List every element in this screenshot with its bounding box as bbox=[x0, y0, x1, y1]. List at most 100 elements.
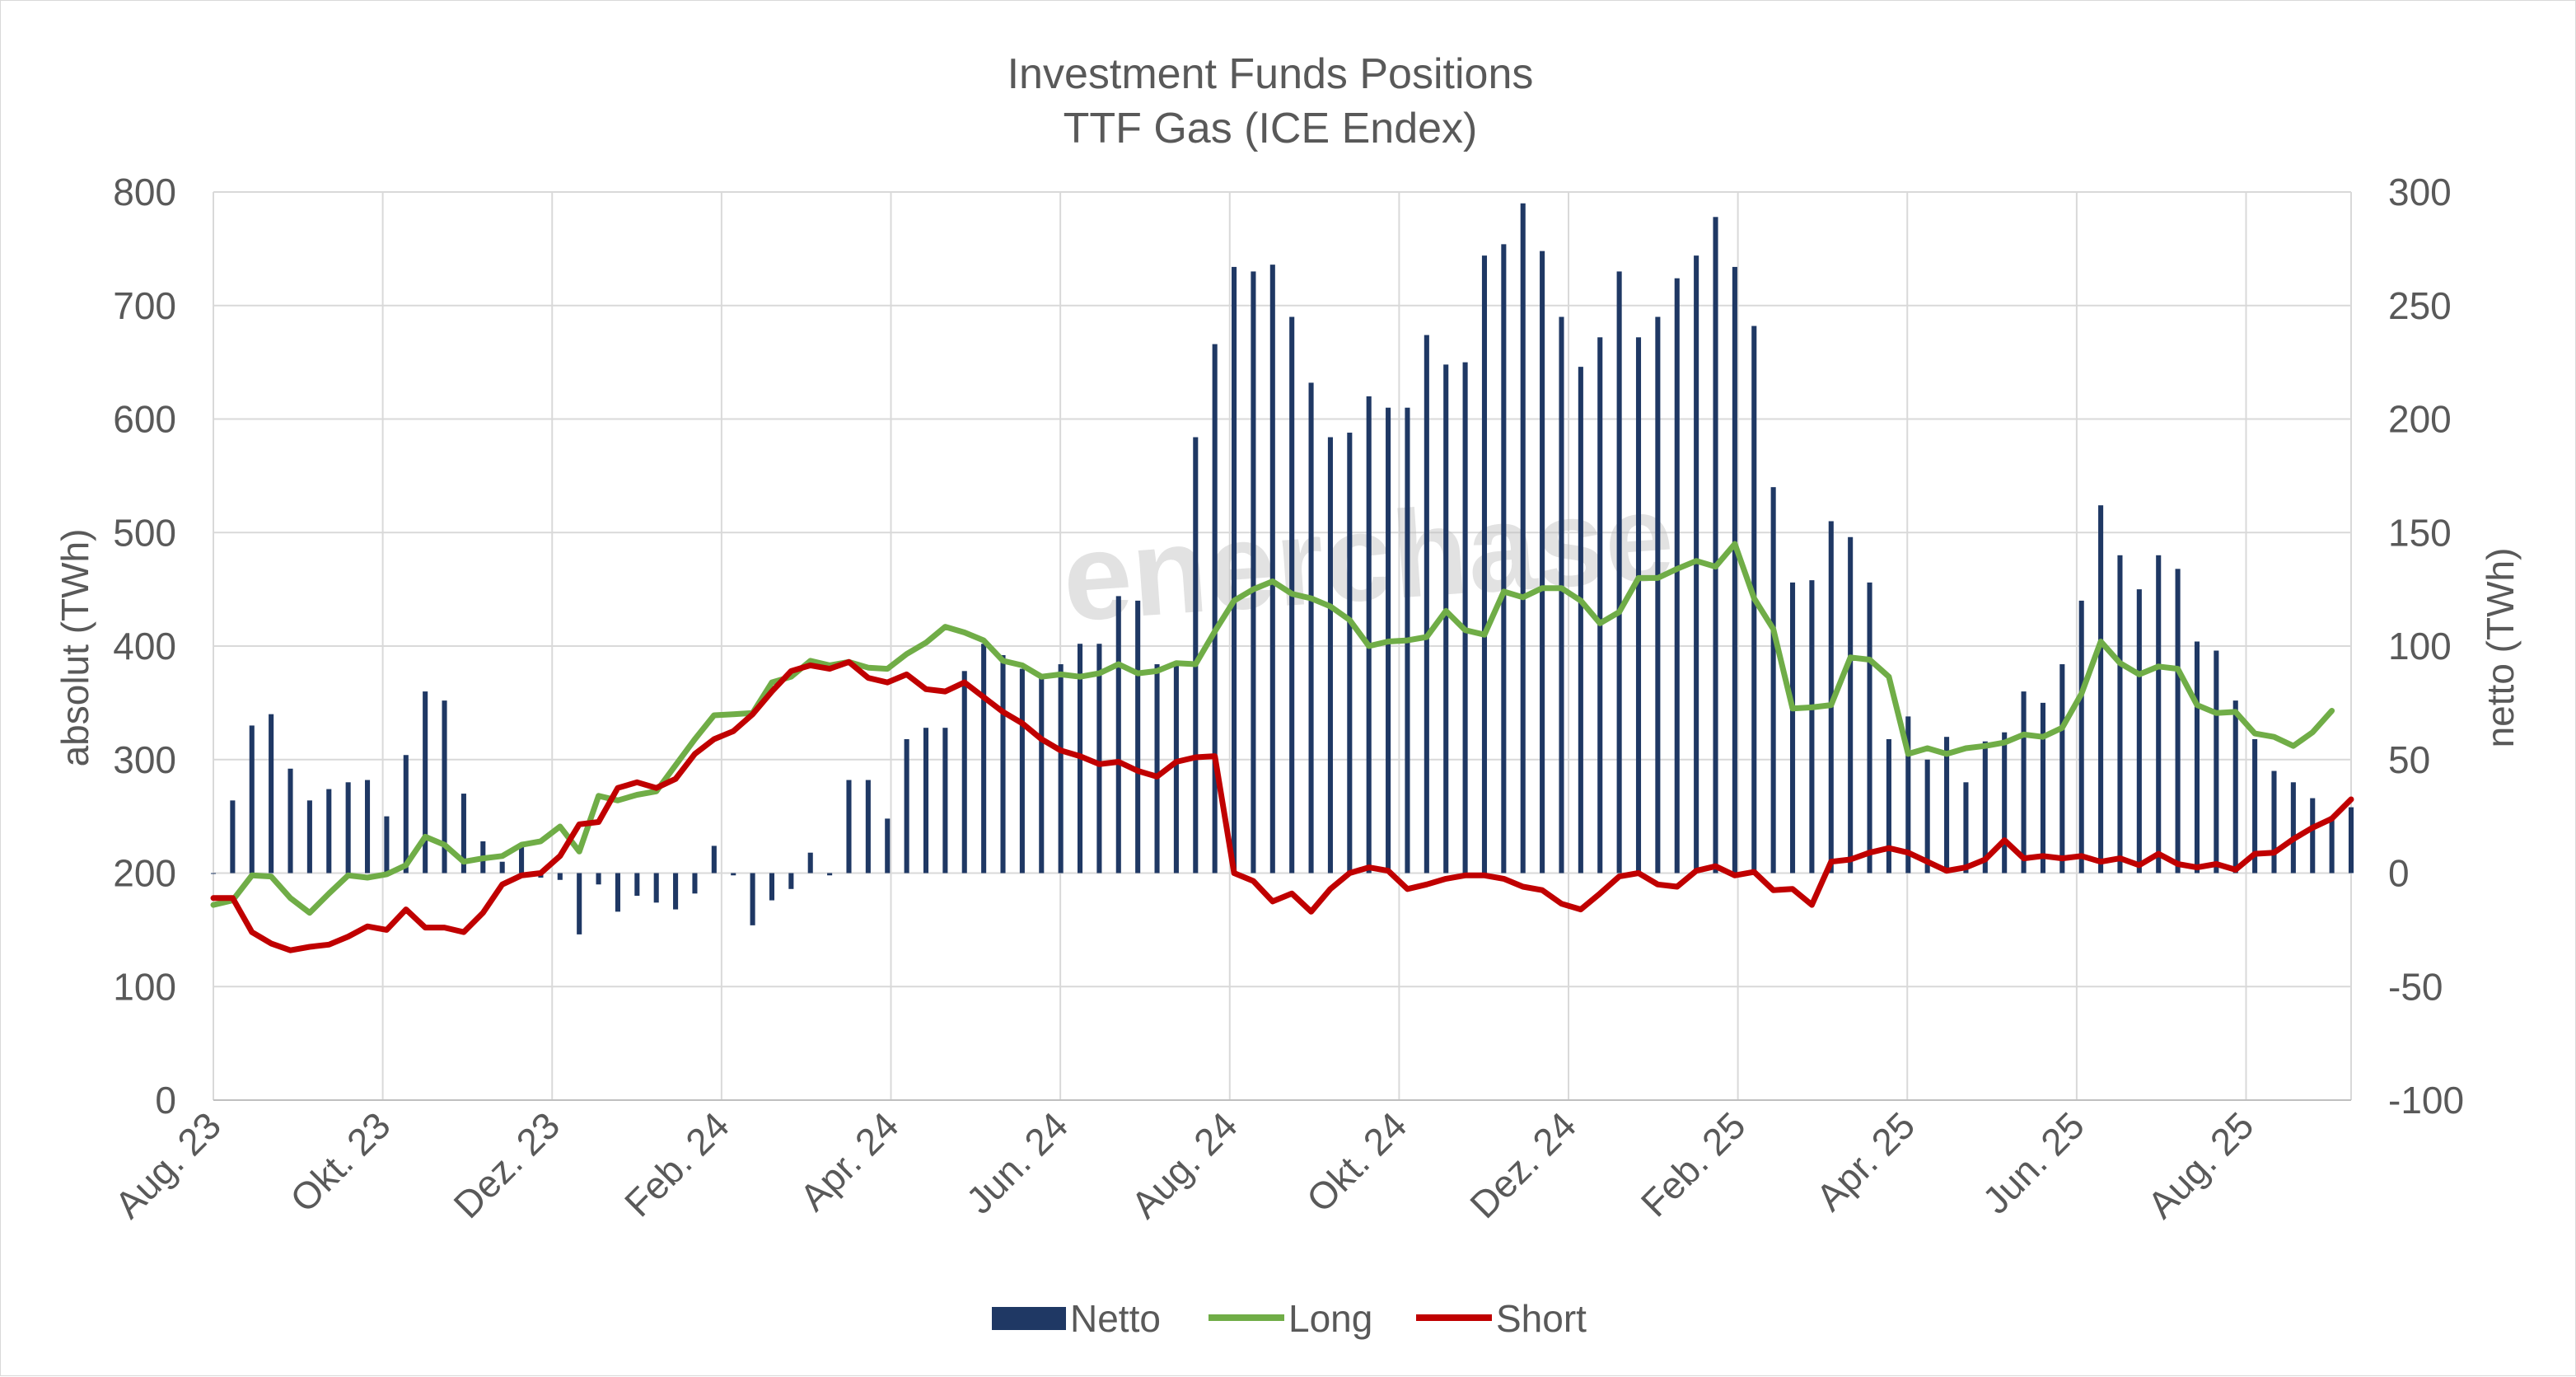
bar-netto bbox=[1540, 251, 1545, 874]
bar-netto bbox=[1269, 265, 1275, 874]
bar-netto bbox=[2348, 807, 2354, 874]
bar-netto bbox=[1732, 266, 1737, 874]
x-tick-label: Feb. 24 bbox=[616, 1103, 737, 1225]
bar-netto bbox=[2310, 798, 2316, 874]
bar-netto bbox=[1828, 521, 1834, 874]
bar-netto bbox=[1251, 271, 1256, 874]
bar-netto bbox=[692, 873, 698, 894]
bar-netto bbox=[2021, 691, 2027, 874]
y-tick-right: -50 bbox=[2388, 965, 2443, 1008]
bar-netto bbox=[788, 873, 794, 889]
bar-netto bbox=[1193, 437, 1199, 874]
bar-netto bbox=[1173, 664, 1179, 874]
bar-netto bbox=[711, 845, 717, 874]
bar-netto bbox=[1481, 255, 1488, 874]
y-tick-left: 700 bbox=[113, 284, 176, 327]
x-tick-label: Jun. 25 bbox=[1974, 1103, 2092, 1221]
bar-netto bbox=[1000, 655, 1006, 874]
x-tick-label: Feb. 25 bbox=[1633, 1103, 1754, 1225]
bar-netto bbox=[269, 714, 274, 874]
bar-netto bbox=[1848, 536, 1854, 874]
y-tick-right: 100 bbox=[2388, 625, 2452, 667]
y-tick-left: 600 bbox=[113, 398, 176, 441]
bar-netto bbox=[1963, 782, 1969, 874]
bar-netto bbox=[2136, 589, 2142, 874]
line-long bbox=[210, 541, 2335, 916]
bar-netto bbox=[923, 728, 929, 874]
y-tick-right: -100 bbox=[2388, 1079, 2464, 1122]
bar-netto bbox=[1694, 255, 1699, 874]
x-tick-label: Apr. 24 bbox=[792, 1103, 907, 1219]
bar-netto bbox=[673, 873, 679, 910]
bar-netto bbox=[2002, 732, 2008, 874]
bar-netto bbox=[1212, 344, 1218, 874]
x-tick-label: Okt. 24 bbox=[1298, 1103, 1415, 1220]
bar-netto bbox=[2252, 738, 2258, 874]
bar-netto bbox=[1327, 437, 1333, 874]
x-tick-label: Aug. 23 bbox=[106, 1103, 229, 1226]
y-tick-left: 800 bbox=[113, 171, 176, 213]
bar-netto bbox=[731, 873, 736, 876]
bar-netto bbox=[1520, 203, 1526, 874]
legend-label-short: Short bbox=[1496, 1297, 1587, 1340]
bar-netto bbox=[2232, 700, 2238, 874]
bar-netto bbox=[288, 768, 293, 874]
x-tick-label: Jun. 24 bbox=[958, 1103, 1076, 1221]
bar-netto bbox=[750, 873, 755, 925]
bar-netto bbox=[1347, 433, 1353, 874]
bar-netto bbox=[519, 845, 525, 874]
bar-netto bbox=[577, 873, 582, 934]
bar-netto bbox=[904, 738, 909, 874]
x-tick-label: Aug. 24 bbox=[1123, 1103, 1246, 1226]
bar-netto bbox=[1308, 382, 1314, 874]
bar-netto bbox=[423, 691, 428, 874]
grid-layer bbox=[213, 191, 2352, 1101]
bar-netto bbox=[981, 644, 987, 874]
bar-netto bbox=[249, 725, 255, 874]
bar-netto bbox=[1058, 664, 1064, 874]
bar-netto bbox=[1713, 217, 1718, 874]
bar-netto bbox=[1154, 664, 1160, 874]
x-tick-label: Okt. 23 bbox=[282, 1103, 399, 1220]
bar-netto bbox=[2329, 816, 2335, 874]
bar-netto bbox=[1905, 716, 1911, 874]
bar-netto bbox=[1039, 675, 1045, 874]
bar-netto bbox=[1424, 335, 1429, 874]
bar-netto bbox=[2271, 770, 2277, 874]
bar-netto bbox=[1924, 759, 1930, 874]
y-tick-right: 250 bbox=[2388, 284, 2452, 327]
bar-netto bbox=[345, 782, 351, 874]
bar-netto bbox=[364, 780, 371, 874]
bar-netto bbox=[442, 700, 447, 874]
bar-netto bbox=[1019, 668, 1025, 874]
line-short bbox=[210, 658, 2354, 953]
bar-netto bbox=[1501, 244, 1507, 874]
chart-title: Investment Funds Positions bbox=[1007, 50, 1534, 98]
bar-netto bbox=[885, 818, 891, 874]
y-tick-left: 200 bbox=[113, 852, 176, 895]
y-tick-left: 0 bbox=[155, 1079, 176, 1122]
bar-netto bbox=[326, 789, 332, 874]
bar-netto bbox=[1559, 316, 1564, 874]
bar-netto bbox=[557, 873, 563, 880]
y-tick-left: 100 bbox=[113, 965, 176, 1008]
bar-netto bbox=[1115, 596, 1121, 874]
y-tick-left: 500 bbox=[113, 511, 176, 554]
legend-swatch-netto bbox=[992, 1307, 1066, 1330]
bar-netto bbox=[306, 800, 312, 874]
bar-netto bbox=[961, 671, 967, 874]
bar-netto bbox=[2175, 569, 2181, 874]
bar-netto bbox=[461, 794, 466, 874]
bar-netto bbox=[1135, 600, 1141, 874]
y-tick-left: 300 bbox=[113, 738, 176, 781]
bar-netto bbox=[1443, 364, 1449, 874]
bar-netto bbox=[827, 873, 833, 876]
bar-netto bbox=[2156, 555, 2162, 874]
lines-layer bbox=[210, 541, 2354, 953]
bar-netto bbox=[2040, 702, 2045, 874]
bar-netto bbox=[846, 780, 852, 874]
bar-netto bbox=[1232, 266, 1237, 874]
chart-subtitle: TTF Gas (ICE Endex) bbox=[1064, 105, 1478, 152]
